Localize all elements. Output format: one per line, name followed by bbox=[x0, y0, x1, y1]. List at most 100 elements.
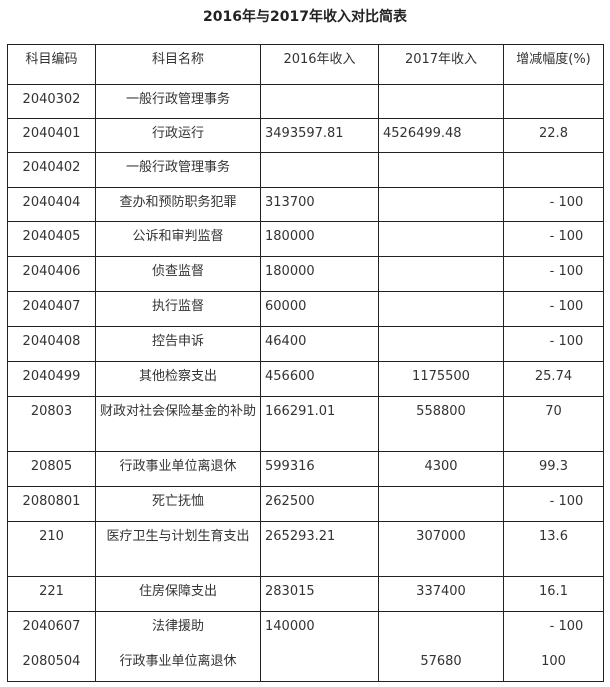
table-title: 2016年与2017年收入对比简表 bbox=[203, 9, 407, 25]
table-row: 2040401 行政运行 3493597.81 4526499.48 22.8 bbox=[7, 118, 604, 153]
header-row: 科目编码 科目名称 2016年收入 2017年收入 增减幅度(%) bbox=[7, 44, 604, 85]
cell-change: 99.3 bbox=[503, 451, 604, 487]
cell-code: 2040401 bbox=[7, 118, 96, 153]
cell-code: 2040406 bbox=[7, 256, 96, 292]
header-2017: 2017年收入 bbox=[378, 44, 504, 85]
cell-2016: 283015 bbox=[260, 576, 379, 612]
cell-name: 法律援助 bbox=[95, 611, 261, 647]
cell-name: 住房保障支出 bbox=[95, 576, 261, 612]
cell-2017 bbox=[378, 291, 504, 327]
cell-2017: 337400 bbox=[378, 576, 504, 612]
cell-2016: 265293.21 bbox=[260, 521, 379, 577]
cell-name: 行政事业单位离退休 bbox=[95, 646, 261, 682]
cell-code: 2040402 bbox=[7, 152, 96, 188]
cell-change: 16.1 bbox=[503, 576, 604, 612]
cell-2017 bbox=[378, 152, 504, 188]
cell-name: 控告申诉 bbox=[95, 326, 261, 362]
table-row: 20803 财政对社会保险基金的补助 166291.01 558800 70 bbox=[7, 396, 604, 452]
cell-2017: 57680 bbox=[378, 646, 504, 682]
cell-2017: 4300 bbox=[378, 451, 504, 487]
cell-2017 bbox=[378, 187, 504, 222]
cell-change: 25.74 bbox=[503, 361, 604, 397]
header-code: 科目编码 bbox=[7, 44, 96, 85]
cell-name: 公诉和审判监督 bbox=[95, 221, 261, 257]
cell-2016: 166291.01 bbox=[260, 396, 379, 452]
cell-code: 2040404 bbox=[7, 187, 96, 222]
cell-code: 2040407 bbox=[7, 291, 96, 327]
table-row: 2080504 行政事业单位离退休 57680 100 bbox=[7, 646, 604, 682]
cell-change: 100 bbox=[503, 646, 604, 682]
cell-name: 其他检察支出 bbox=[95, 361, 261, 397]
cell-2016: 3493597.81 bbox=[260, 118, 379, 153]
cell-2017: 558800 bbox=[378, 396, 504, 452]
cell-name: 一般行政管理事务 bbox=[95, 152, 261, 188]
cell-2016 bbox=[260, 152, 379, 188]
cell-2016: 60000 bbox=[260, 291, 379, 327]
cell-code: 2080801 bbox=[7, 486, 96, 522]
cell-2016: 180000 bbox=[260, 221, 379, 257]
cell-change bbox=[503, 84, 604, 119]
cell-name: 一般行政管理事务 bbox=[95, 84, 261, 119]
cell-2016: 140000 bbox=[260, 611, 379, 647]
cell-2016 bbox=[260, 646, 379, 682]
table-row: 221 住房保障支出 283015 337400 16.1 bbox=[7, 576, 604, 612]
cell-2016: 599316 bbox=[260, 451, 379, 487]
table-row: 2040408 控告申诉 46400 - 100 bbox=[7, 326, 604, 362]
cell-name: 侦查监督 bbox=[95, 256, 261, 292]
table-row: 2040405 公诉和审判监督 180000 - 100 bbox=[7, 221, 604, 257]
cell-change: 13.6 bbox=[503, 521, 604, 577]
cell-change: - 100 bbox=[503, 611, 604, 647]
cell-code: 221 bbox=[7, 576, 96, 612]
header-change: 增减幅度(%) bbox=[503, 44, 604, 85]
cell-change: - 100 bbox=[503, 486, 604, 522]
cell-change: 70 bbox=[503, 396, 604, 452]
table-row: 2040407 执行监督 60000 - 100 bbox=[7, 291, 604, 327]
cell-code: 2040405 bbox=[7, 221, 96, 257]
cell-change: - 100 bbox=[503, 256, 604, 292]
cell-name: 行政事业单位离退休 bbox=[95, 451, 261, 487]
cell-2017 bbox=[378, 84, 504, 119]
table-row: 210 医疗卫生与计划生育支出 265293.21 307000 13.6 bbox=[7, 521, 604, 577]
cell-2017 bbox=[378, 256, 504, 292]
cell-2017 bbox=[378, 221, 504, 257]
header-name: 科目名称 bbox=[95, 44, 261, 85]
cell-name: 死亡抚恤 bbox=[95, 486, 261, 522]
cell-change: - 100 bbox=[503, 291, 604, 327]
table-row: 20805 行政事业单位离退休 599316 4300 99.3 bbox=[7, 451, 604, 487]
cell-2016: 46400 bbox=[260, 326, 379, 362]
cell-code: 2040302 bbox=[7, 84, 96, 119]
cell-2016 bbox=[260, 84, 379, 119]
cell-2017 bbox=[378, 486, 504, 522]
cell-name: 执行监督 bbox=[95, 291, 261, 327]
cell-name: 查办和预防职务犯罪 bbox=[95, 187, 261, 222]
table-row: 2040302 一般行政管理事务 bbox=[7, 84, 604, 119]
cell-2016: 313700 bbox=[260, 187, 379, 222]
cell-2017: 307000 bbox=[378, 521, 504, 577]
table-row: 2040499 其他检察支出 456600 1175500 25.74 bbox=[7, 361, 604, 397]
cell-code: 20805 bbox=[7, 451, 96, 487]
cell-change: - 100 bbox=[503, 326, 604, 362]
cell-code: 2080504 bbox=[7, 646, 96, 682]
cell-2016: 262500 bbox=[260, 486, 379, 522]
cell-code: 210 bbox=[7, 521, 96, 577]
income-comparison-table: 科目编码 科目名称 2016年收入 2017年收入 增减幅度(%) 204030… bbox=[7, 44, 604, 682]
cell-name: 财政对社会保险基金的补助 bbox=[95, 396, 261, 452]
cell-change bbox=[503, 152, 604, 188]
cell-code: 2040607 bbox=[7, 611, 96, 647]
table-row: 2040607 法律援助 140000 - 100 bbox=[7, 611, 604, 647]
table-row: 2040402 一般行政管理事务 bbox=[7, 152, 604, 188]
cell-code: 2040408 bbox=[7, 326, 96, 362]
table-row: 2040404 查办和预防职务犯罪 313700 - 100 bbox=[7, 187, 604, 222]
cell-name: 医疗卫生与计划生育支出 bbox=[95, 521, 261, 577]
cell-change: - 100 bbox=[503, 221, 604, 257]
cell-2017 bbox=[378, 611, 504, 647]
cell-change: - 100 bbox=[503, 187, 604, 222]
cell-name: 行政运行 bbox=[95, 118, 261, 153]
cell-2017: 4526499.48 bbox=[378, 118, 504, 153]
table-row: 2080801 死亡抚恤 262500 - 100 bbox=[7, 486, 604, 522]
cell-2017: 1175500 bbox=[378, 361, 504, 397]
cell-code: 2040499 bbox=[7, 361, 96, 397]
cell-2017 bbox=[378, 326, 504, 362]
cell-2016: 456600 bbox=[260, 361, 379, 397]
cell-change: 22.8 bbox=[503, 118, 604, 153]
